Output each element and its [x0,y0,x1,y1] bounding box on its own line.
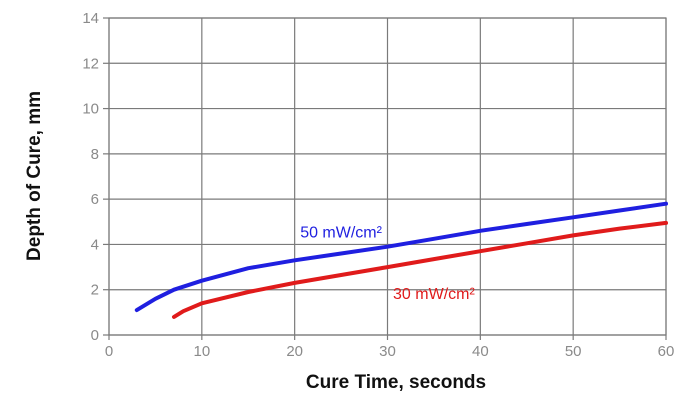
tick-labels: 0 10 20 30 40 50 60 0 2 4 6 8 10 12 14 [82,10,674,360]
y-tick-label: 6 [91,191,99,208]
x-tick-label: 40 [472,343,489,360]
x-tick-label: 0 [105,343,113,360]
y-tick-label: 4 [91,236,99,253]
y-axis-title: Depth of Cure, mm [24,91,45,261]
y-tick-label: 14 [82,10,99,27]
x-axis-title: Cure Time, seconds [306,372,486,393]
y-tick-label: 2 [91,282,99,299]
y-tick-label: 12 [82,55,99,72]
series-label-1: 50 mW/cm² [300,225,382,242]
series-line-2 [172,220,668,319]
y-tick-label: 0 [91,327,99,344]
grid [108,17,667,336]
x-tick-label: 10 [193,343,210,360]
y-tick-label: 10 [82,101,99,118]
x-tick-label: 50 [565,343,582,360]
series-lines: 50 mW/cm² 30 mW/cm² [134,201,668,319]
x-tick-label: 20 [286,343,303,360]
x-tick-label: 30 [379,343,396,360]
x-tick-label: 60 [658,343,675,360]
y-tick-label: 8 [91,146,99,163]
series-label-2: 30 mW/cm² [393,286,475,303]
series-line-1 [134,201,668,313]
axes [103,17,667,340]
